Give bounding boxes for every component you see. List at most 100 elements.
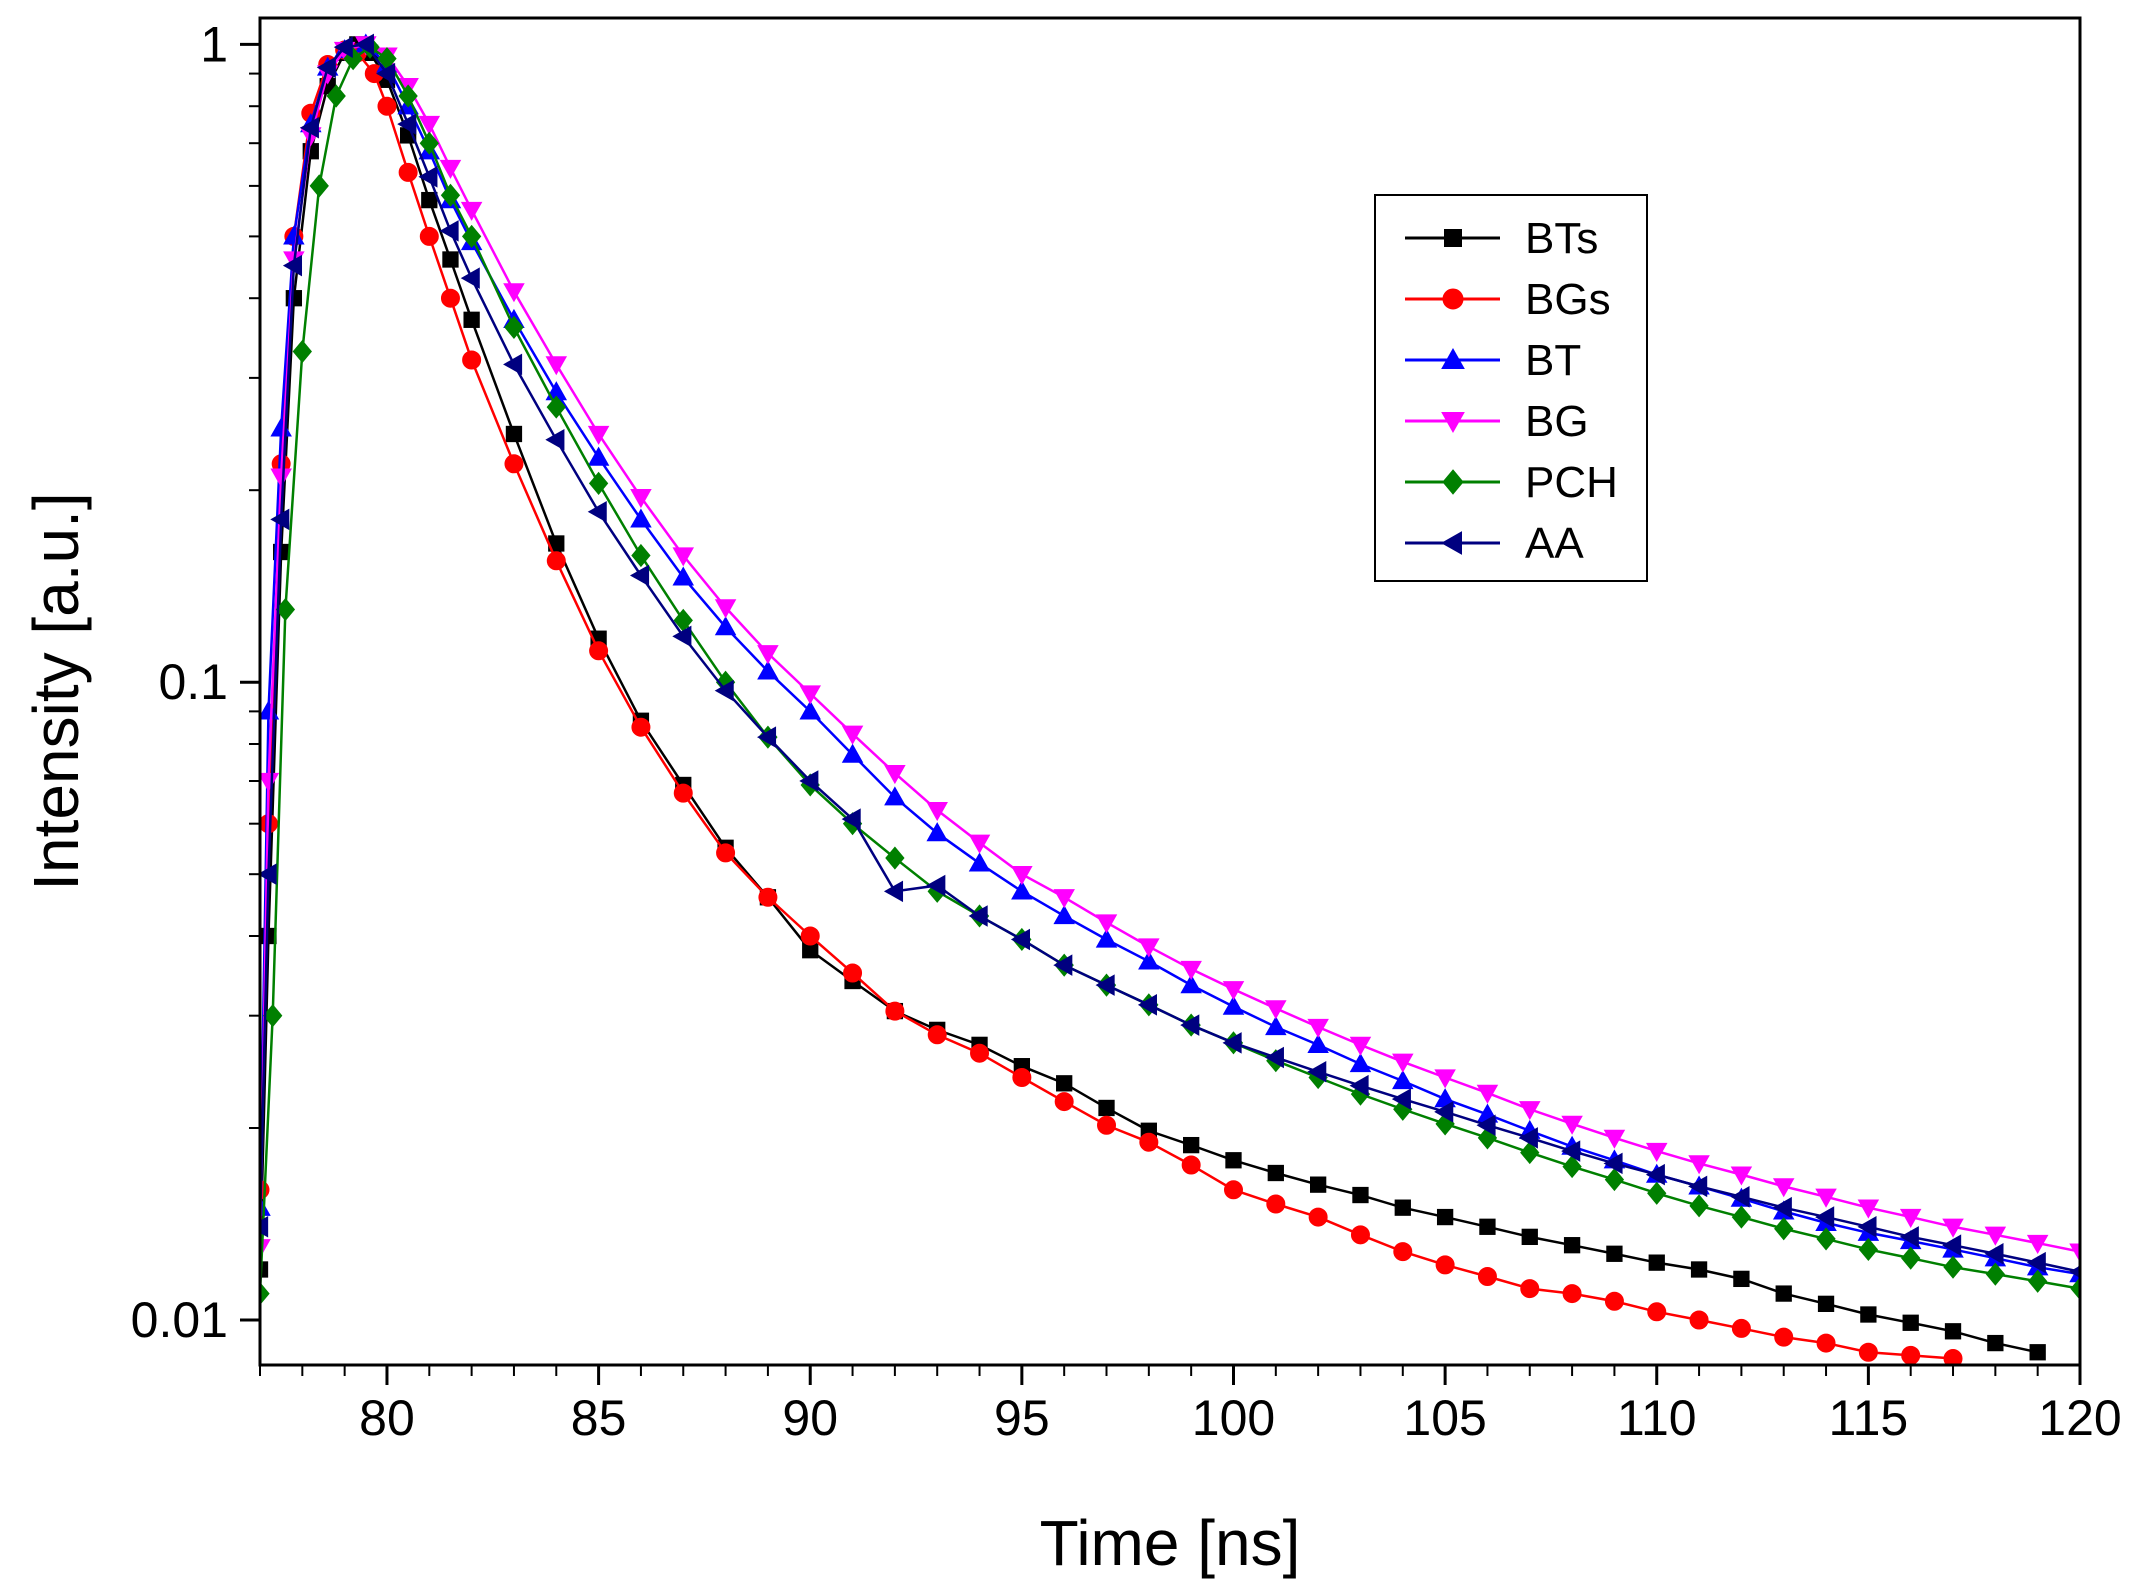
data-point (1984, 1243, 2004, 1265)
data-point (275, 597, 296, 622)
data-point (672, 625, 692, 648)
data-point (1056, 1075, 1073, 1092)
series-line (260, 43, 2080, 1274)
data-point (756, 726, 777, 748)
data-point (460, 201, 483, 221)
data-point (1604, 1168, 1625, 1192)
data-point (1521, 1228, 1538, 1246)
data-point (1645, 1163, 1665, 1186)
data-point (1011, 866, 1033, 886)
data-point (843, 963, 863, 983)
data-point (1899, 1208, 1922, 1228)
data-point (1476, 1114, 1496, 1136)
data-point (1520, 1141, 1540, 1165)
data-point (1095, 974, 1115, 996)
legend-item-bt: BT (1405, 336, 1581, 385)
data-point (1265, 1000, 1287, 1020)
data-point (630, 508, 652, 528)
data-point (377, 96, 397, 116)
data-point (2070, 1277, 2080, 1301)
data-point (260, 1282, 270, 1306)
data-point (1772, 1178, 1795, 1198)
data-point (884, 786, 906, 806)
legend-marker (1442, 288, 1464, 310)
data-point (505, 425, 523, 443)
series-line (260, 45, 2080, 1294)
data-point (631, 717, 651, 737)
data-point (1183, 1136, 1200, 1154)
data-point (260, 1216, 269, 1238)
data-point (419, 226, 439, 246)
data-point (1434, 1101, 1454, 1123)
data-point (1943, 1255, 1963, 1279)
data-point (1815, 1188, 1837, 1208)
data-point (1180, 960, 1202, 980)
legend-label: PCH (1525, 458, 1618, 507)
data-point (1222, 981, 1245, 1001)
legend-marker (1442, 469, 1464, 495)
data-point (418, 115, 441, 136)
x-tick-label: 80 (359, 1390, 415, 1446)
data-point (968, 852, 991, 872)
x-tick-label: 120 (2038, 1390, 2121, 1446)
data-point (1606, 1245, 1623, 1262)
data-point (1899, 1226, 1919, 1248)
data-point (460, 267, 480, 289)
data-point (799, 700, 821, 720)
data-point (1010, 928, 1031, 951)
legend-item-bts: BTs (1405, 214, 1598, 263)
data-point (587, 425, 610, 445)
data-point (1604, 1291, 1624, 1311)
data-point (630, 564, 650, 587)
legend-label: BGs (1525, 275, 1611, 324)
data-point (263, 1004, 283, 1028)
data-point (757, 660, 779, 680)
x-axis-title: Time [ns] (1040, 1507, 1301, 1579)
data-point (1435, 1255, 1455, 1275)
x-tick-label: 95 (994, 1390, 1050, 1446)
data-point (1180, 1014, 1200, 1036)
data-point (1138, 950, 1160, 970)
data-point (1222, 995, 1245, 1015)
data-point (1772, 1196, 1792, 1219)
data-point (1222, 1032, 1242, 1054)
data-point (1391, 1088, 1411, 1110)
legend-label: AA (1525, 519, 1584, 568)
data-point (589, 641, 609, 661)
data-point (716, 843, 736, 863)
data-point (1349, 1053, 1372, 1073)
series-line (260, 43, 2080, 1276)
data-point (1985, 1262, 2005, 1286)
data-point (970, 1043, 990, 1063)
data-point (1265, 1016, 1287, 1036)
data-point (504, 315, 524, 339)
data-point (1902, 1314, 1919, 1331)
legend-item-pch: PCH (1405, 458, 1618, 507)
data-point (672, 566, 695, 586)
data-point (1603, 1129, 1626, 1149)
data-point (1688, 1175, 1708, 1198)
data-point (1774, 1327, 1794, 1347)
data-point (587, 501, 607, 523)
data-point (1944, 1323, 1962, 1340)
data-point (260, 863, 277, 885)
data-point (799, 770, 819, 792)
data-point (1688, 1155, 1710, 1175)
data-point (1645, 1142, 1668, 1163)
data-point (1095, 928, 1118, 948)
data-point (1519, 1101, 1541, 1121)
legend-marker (1441, 412, 1465, 434)
data-point (927, 1025, 947, 1045)
data-point (316, 56, 336, 79)
data-point (841, 725, 864, 745)
data-point (1562, 1284, 1582, 1304)
data-point (1901, 1246, 1921, 1270)
data-point (885, 1001, 905, 1021)
data-point (1307, 1033, 1329, 1054)
data-point (1264, 1046, 1284, 1069)
data-point (1942, 1218, 1964, 1238)
data-point (299, 117, 319, 139)
data-point (630, 489, 652, 509)
data-point (1266, 1194, 1286, 1214)
data-point (1097, 1115, 1117, 1135)
